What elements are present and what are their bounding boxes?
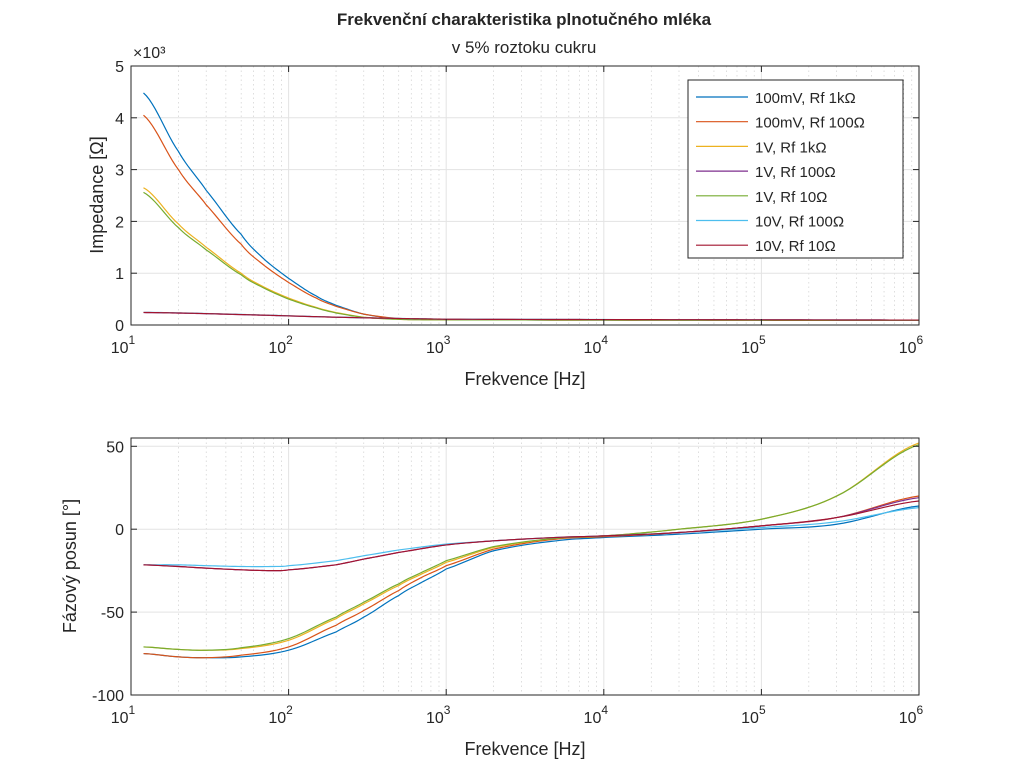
impedance-y-tick-label: 4	[115, 111, 124, 128]
phase-y-tick-label: 50	[106, 439, 124, 456]
legend: 100mV, Rf 1kΩ 100mV, Rf 100Ω 1V, Rf 1kΩ 1V,…	[687, 79, 904, 259]
impedance-series-line-7	[143, 311, 920, 321]
phase-ticks: 101 102 103 104 105 106 -100 -50 0 50	[92, 438, 924, 727]
phase-x-tick-label: 102	[268, 703, 293, 727]
phase-series-line-5	[143, 444, 920, 651]
legend-item-label: 1V, Rf 100Ω	[755, 164, 836, 181]
phase-series	[143, 442, 920, 659]
impedance-y-tick-label: 0	[115, 318, 124, 335]
impedance-x-tick-label: 102	[268, 333, 293, 357]
chart-subtitle: v 5% roztoku cukru	[452, 38, 597, 57]
phase-y-axis-label: Fázový posun [°]	[60, 499, 80, 633]
impedance-axes-frame	[130, 65, 920, 326]
chart-title: Frekvenční charakteristika plnotučného m…	[337, 10, 712, 29]
phase-series-line-7	[143, 500, 920, 572]
impedance-ticks: 101 102 103 104 105 106 0 1 2 3 4 5	[111, 59, 924, 357]
phase-x-tick-label: 103	[426, 703, 451, 727]
impedance-x-tick-label: 104	[584, 333, 609, 357]
impedance-x-tick-label: 105	[741, 333, 766, 357]
phase-x-tick-label: 104	[584, 703, 609, 727]
legend-item-label: 1V, Rf 1kΩ	[755, 139, 827, 156]
phase-axes-frame	[130, 437, 920, 696]
phase-y-tick-label: 0	[115, 522, 124, 539]
impedance-y-exponent-label: ×10³	[133, 45, 166, 62]
impedance-x-axis-label: Frekvence [Hz]	[464, 369, 585, 389]
phase-series-line-1	[143, 505, 920, 659]
impedance-x-tick-label: 101	[111, 333, 136, 357]
phase-x-tick-label: 106	[899, 703, 924, 727]
impedance-plot: 101 102 103 104 105 106 0 1 2 3 4 5 ×10³ Frekvence …	[87, 45, 924, 389]
legend-item-label: 1V, Rf 10Ω	[755, 189, 827, 206]
phase-y-tick-label: -100	[92, 688, 124, 705]
impedance-series	[143, 92, 920, 321]
legend-box	[687, 79, 904, 259]
phase-x-tick-label: 101	[111, 703, 136, 727]
phase-x-tick-label: 105	[741, 703, 766, 727]
phase-plot: 101 102 103 104 105 106 -100 -50 0 50 Frekvence […	[60, 437, 924, 759]
legend-item-label: 10V, Rf 10Ω	[755, 238, 836, 255]
impedance-y-tick-label: 5	[115, 59, 124, 76]
impedance-y-tick-label: 2	[115, 214, 124, 231]
legend-item-label: 100mV, Rf 1kΩ	[755, 90, 856, 107]
impedance-x-tick-label: 106	[899, 333, 924, 357]
impedance-y-tick-label: 1	[115, 266, 124, 283]
legend-item-label: 10V, Rf 100Ω	[755, 214, 844, 231]
legend-item-label: 100mV, Rf 100Ω	[755, 115, 865, 132]
phase-y-tick-label: -50	[101, 605, 124, 622]
impedance-y-axis-label: Impedance [Ω]	[87, 136, 107, 254]
impedance-y-tick-label: 3	[115, 163, 124, 180]
impedance-x-tick-label: 103	[426, 333, 451, 357]
phase-x-axis-label: Frekvence [Hz]	[464, 739, 585, 759]
